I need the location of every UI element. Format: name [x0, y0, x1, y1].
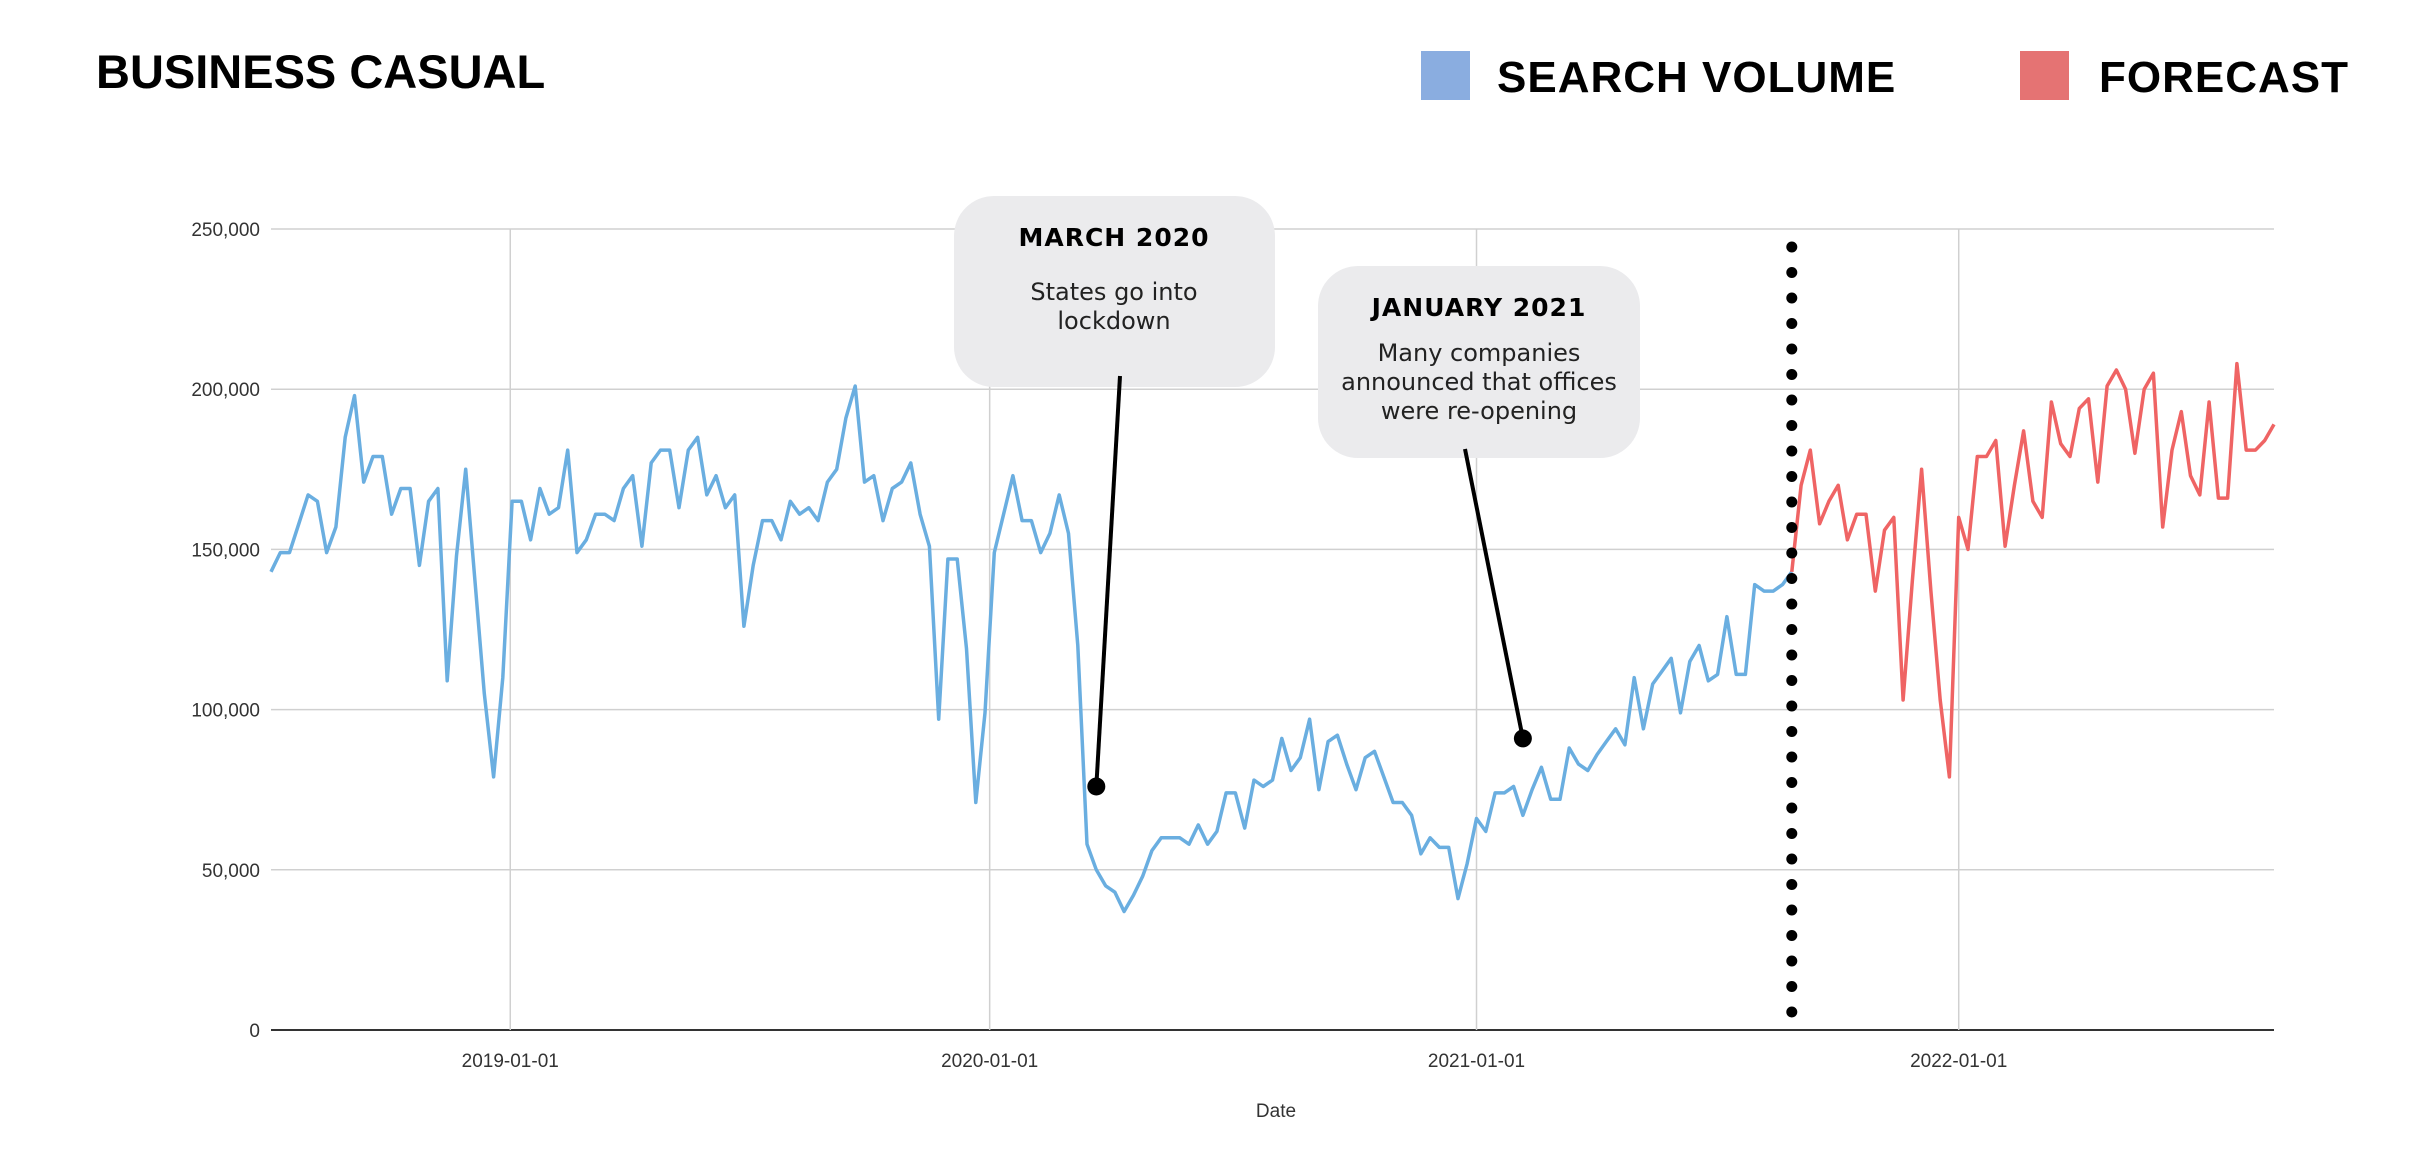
annotation-january-2021: JANUARY 2021 Many companies announced th…	[1318, 266, 1640, 748]
divider-dot	[1786, 369, 1798, 380]
divider-dot	[1786, 828, 1798, 839]
divider-dot	[1786, 445, 1798, 457]
y-tick-label: 50,000	[202, 861, 260, 882]
annotation-text: announced that offices	[1341, 368, 1617, 396]
annotation-title: JANUARY 2021	[1370, 293, 1587, 322]
annotation-pointer-line	[1094, 375, 1122, 787]
divider-dot	[1786, 624, 1798, 635]
divider-dot	[1786, 420, 1798, 431]
divider-dot	[1786, 675, 1798, 686]
annotation-march-2020: MARCH 2020 States go into lockdown	[954, 196, 1275, 796]
divider-dot	[1786, 649, 1798, 661]
divider-dot	[1786, 471, 1798, 482]
annotation-text: were re-opening	[1381, 397, 1577, 425]
divider-dot	[1786, 267, 1798, 278]
x-axis: 2019-01-01 2020-01-01 2021-01-01 2022-01-01	[462, 1051, 2008, 1072]
divider-dot	[1786, 292, 1798, 304]
divider-dot	[1786, 394, 1798, 406]
annotation-pointer-line	[1463, 448, 1525, 739]
annotation-box	[1318, 266, 1640, 458]
legend: SEARCH VOLUME FORECAST	[1421, 51, 2349, 102]
divider-dot	[1786, 904, 1798, 916]
divider-dot	[1786, 318, 1798, 329]
series-line-forecast	[1790, 361, 2276, 779]
y-tick-label: 200,000	[191, 380, 260, 401]
divider-dot	[1786, 879, 1798, 890]
legend-label-search-volume: SEARCH VOLUME	[1497, 53, 1896, 102]
divider-dot	[1786, 853, 1798, 865]
annotation-pointer-dot	[1087, 777, 1106, 796]
divider-dot	[1786, 1006, 1798, 1018]
x-tick-label: 2022-01-01	[1910, 1051, 2007, 1072]
divider-dot	[1786, 981, 1798, 992]
y-tick-label: 250,000	[191, 220, 260, 241]
x-tick-label: 2020-01-01	[941, 1051, 1038, 1072]
legend-swatch-forecast	[2020, 51, 2069, 100]
legend-label-forecast: FORECAST	[2099, 53, 2349, 102]
annotation-title: MARCH 2020	[1018, 223, 1209, 252]
forecast-divider-dotted-line	[1786, 241, 1798, 1018]
annotation-pointer-dot	[1513, 729, 1532, 748]
x-tick-label: 2019-01-01	[462, 1051, 559, 1072]
x-axis-title: Date	[1256, 1101, 1296, 1122]
chart-title: BUSINESS CASUAL	[96, 45, 545, 98]
divider-dot	[1786, 777, 1798, 788]
annotation-text: States go into	[1030, 278, 1197, 306]
y-tick-label: 100,000	[191, 701, 260, 722]
divider-dot	[1786, 802, 1798, 814]
divider-dot	[1786, 955, 1798, 967]
divider-dot	[1786, 930, 1798, 941]
series-line-search-volume	[269, 384, 1794, 914]
annotation-box	[954, 196, 1275, 387]
divider-dot	[1786, 343, 1798, 355]
y-tick-label: 0	[249, 1021, 260, 1042]
divider-dot	[1786, 700, 1798, 712]
divider-dot	[1786, 241, 1798, 253]
y-tick-label: 150,000	[191, 540, 260, 561]
divider-dot	[1786, 726, 1798, 737]
divider-dot	[1786, 522, 1798, 533]
divider-dot	[1786, 573, 1798, 584]
divider-dot	[1786, 751, 1798, 763]
series-lines	[269, 361, 2276, 914]
divider-dot	[1786, 496, 1798, 508]
divider-dot	[1786, 547, 1798, 559]
y-axis: 0 50,000 100,000 150,000 200,000 250,000	[191, 220, 260, 1042]
annotation-text: lockdown	[1057, 307, 1170, 335]
annotation-text: Many companies	[1378, 339, 1581, 367]
divider-dot	[1786, 598, 1798, 610]
legend-swatch-search-volume	[1421, 51, 1470, 100]
x-tick-label: 2021-01-01	[1428, 1051, 1525, 1072]
